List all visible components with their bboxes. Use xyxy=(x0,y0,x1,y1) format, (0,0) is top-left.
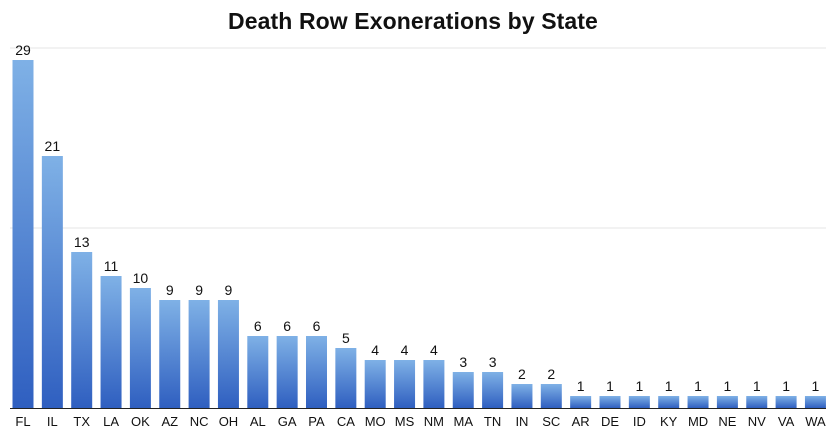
bar-value-label: 29 xyxy=(15,42,31,58)
bar-nm xyxy=(423,360,445,408)
bars xyxy=(12,60,826,408)
x-tick-label: LA xyxy=(103,414,119,428)
bar-value-label: 10 xyxy=(133,270,149,286)
bar-value-label: 1 xyxy=(635,378,643,394)
x-tick-label: AR xyxy=(572,414,590,428)
bar-value-label: 4 xyxy=(430,342,438,358)
bar-value-label: 9 xyxy=(195,282,203,298)
bar-la xyxy=(100,276,122,408)
x-tick-label: SC xyxy=(542,414,560,428)
x-tick-label: NM xyxy=(424,414,444,428)
bar-value-label: 3 xyxy=(459,354,467,370)
bar-value-label: 11 xyxy=(104,258,119,274)
x-tick-label: DE xyxy=(601,414,619,428)
x-tick-label: CA xyxy=(337,414,355,428)
x-tick-label: PA xyxy=(308,414,325,428)
bar-value-label: 1 xyxy=(577,378,585,394)
bar-value-label: 1 xyxy=(665,378,673,394)
bar-ar xyxy=(570,396,592,408)
x-tick-label: TX xyxy=(73,414,90,428)
x-tick-label: AZ xyxy=(161,414,178,428)
x-tick-label: MD xyxy=(688,414,708,428)
bar-ma xyxy=(452,372,474,408)
bar-ca xyxy=(335,348,357,408)
bar-id xyxy=(628,396,650,408)
bar-value-label: 4 xyxy=(371,342,379,358)
x-tick-label: NV xyxy=(748,414,766,428)
bar-value-label: 1 xyxy=(753,378,761,394)
x-tick-label: NE xyxy=(718,414,736,428)
bar-value-label: 1 xyxy=(782,378,790,394)
bar-mo xyxy=(364,360,386,408)
bar-md xyxy=(687,396,709,408)
bar-fl xyxy=(12,60,34,408)
x-tick-label: OK xyxy=(131,414,150,428)
bar-value-label: 6 xyxy=(254,318,262,334)
bar-pa xyxy=(306,336,327,408)
gridlines xyxy=(10,47,826,229)
bar-oh xyxy=(217,300,239,408)
bar-value-label: 1 xyxy=(606,378,614,394)
x-tick-label: OH xyxy=(219,414,239,428)
bar-ga xyxy=(276,336,298,408)
bar-value-label: 2 xyxy=(547,366,555,382)
bar-value-label: 9 xyxy=(166,282,174,298)
bar-ms xyxy=(394,360,416,408)
x-tick-label: NC xyxy=(190,414,209,428)
bar-value-label: 5 xyxy=(342,330,350,346)
bar-value-label: 3 xyxy=(489,354,497,370)
bar-wa xyxy=(804,396,826,408)
x-tick-label: VA xyxy=(778,414,795,428)
bar-va xyxy=(775,396,797,408)
x-tick-label: WA xyxy=(805,414,826,428)
bar-value-label: 2 xyxy=(518,366,526,382)
bar-tx xyxy=(71,252,93,408)
bar-sc xyxy=(540,384,562,408)
x-tick-labels: FL IL TX LA OK AZ NC OH AL GA PA CA MO MS NM MA TN IN SC AR… xyxy=(15,414,826,428)
bar-value-label: 21 xyxy=(45,138,61,154)
bar-nv xyxy=(746,396,768,408)
bar-value-label: 4 xyxy=(401,342,409,358)
x-tick-label: ID xyxy=(633,414,646,428)
bar-ky xyxy=(658,396,680,408)
x-tick-label: IL xyxy=(47,414,58,428)
x-tick-label: GA xyxy=(278,414,297,428)
bar-value-label: 1 xyxy=(724,378,732,394)
x-tick-label: KY xyxy=(660,414,678,428)
x-tick-label: MA xyxy=(454,414,474,428)
chart-title: Death Row Exonerations by State xyxy=(228,8,598,34)
bar-il xyxy=(41,156,63,408)
x-tick-label: TN xyxy=(484,414,501,428)
bar-in xyxy=(511,384,533,408)
x-tick-label: FL xyxy=(15,414,30,428)
bar-ok xyxy=(129,288,151,408)
x-tick-label: MO xyxy=(365,414,386,428)
x-tick-label: IN xyxy=(515,414,528,428)
bar-value-label: 6 xyxy=(313,318,321,334)
bar-de xyxy=(599,396,621,408)
bar-value-label: 13 xyxy=(74,234,90,250)
bar-ne xyxy=(716,396,738,408)
bar-tn xyxy=(482,372,504,408)
x-tick-label: AL xyxy=(250,414,266,428)
bar-value-label: 1 xyxy=(812,378,820,394)
bar-value-label: 6 xyxy=(283,318,291,334)
bar-value-label: 9 xyxy=(225,282,233,298)
bar-value-label: 1 xyxy=(694,378,702,394)
bar-az xyxy=(159,300,181,408)
bar-al xyxy=(247,336,269,408)
x-tick-label: MS xyxy=(395,414,415,428)
bar-nc xyxy=(188,300,210,408)
